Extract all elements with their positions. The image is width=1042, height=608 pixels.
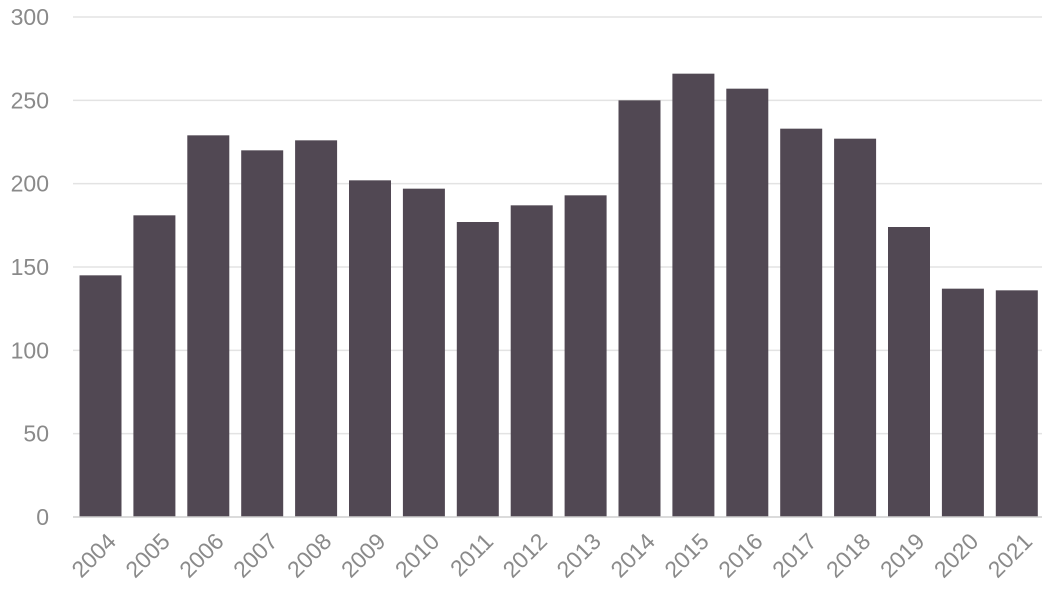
bar-2020	[941, 288, 984, 517]
x-tick-label: 2004	[66, 528, 121, 583]
y-tick-label: 50	[23, 421, 49, 447]
x-tick-label: 2017	[767, 528, 822, 583]
bar-2018	[834, 138, 877, 517]
bar-2012	[510, 205, 553, 518]
x-tick-label: 2012	[498, 528, 553, 583]
x-tick-label: 2007	[228, 528, 283, 583]
bar-2013	[564, 195, 607, 518]
bar-2017	[780, 128, 823, 517]
bar-2005	[133, 215, 176, 518]
bar-2021	[995, 290, 1038, 517]
bar-2007	[241, 150, 284, 518]
x-tick-label: 2005	[120, 528, 175, 583]
x-tick-label: 2008	[282, 528, 337, 583]
bar-2009	[349, 180, 391, 518]
x-tick-label: 2019	[875, 528, 930, 583]
bar-2011	[456, 222, 499, 517]
x-axis-ticks: 2004 2005 2006 2007 2008 2009 2010 2011 2012 2013…	[66, 528, 1037, 583]
bar-2014	[618, 100, 661, 517]
y-tick-label: 150	[11, 254, 49, 280]
x-tick-label: 2016	[713, 528, 768, 583]
x-tick-label: 2011	[445, 528, 498, 581]
grid-lines	[73, 16, 1042, 435]
bar-2016	[726, 88, 769, 518]
y-tick-label: 300	[11, 4, 49, 30]
x-tick-label: 2010	[390, 528, 445, 583]
bar-2015	[672, 73, 715, 518]
bar-2010	[402, 188, 445, 517]
x-tick-label: 2009	[336, 528, 391, 583]
x-tick-label: 2014	[605, 528, 660, 583]
x-tick-label: 2006	[174, 528, 229, 583]
bars	[79, 73, 1038, 518]
y-tick-label: 250	[11, 87, 49, 113]
y-tick-label: 100	[11, 337, 49, 363]
x-tick-label: 2020	[929, 528, 984, 583]
x-tick-label: 2013	[551, 528, 606, 583]
y-axis-ticks: 0 50 100 150 200 250 300	[11, 4, 49, 530]
bar-2004	[79, 275, 122, 517]
y-tick-label: 0	[36, 504, 49, 530]
bar-2008	[295, 140, 338, 518]
x-tick-label: 2021	[983, 528, 1038, 583]
bar-2006	[187, 135, 230, 518]
bar-2019	[888, 227, 930, 517]
y-tick-label: 200	[11, 171, 49, 197]
x-tick-label: 2018	[821, 528, 876, 583]
x-tick-label: 2015	[659, 528, 714, 583]
